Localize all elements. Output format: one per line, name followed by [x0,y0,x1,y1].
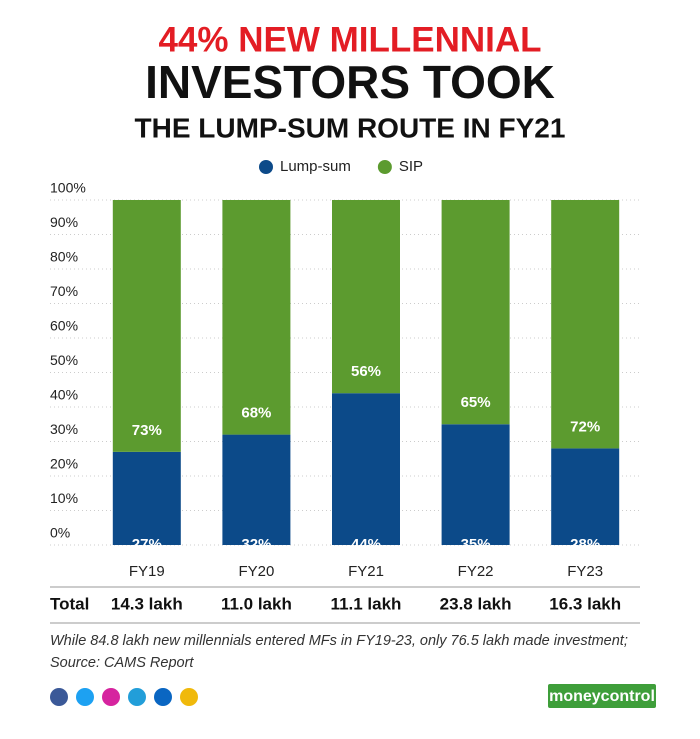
social-icons [50,688,198,706]
bar-segment [112,200,181,452]
x-tick-label: FY23 [567,563,603,580]
value-label: 44% [351,536,381,553]
y-tick-label: 40% [50,387,78,403]
total-label: 16.3 lakh [549,594,621,613]
title-line: INVESTORS TOOK [145,56,555,108]
value-label: 35% [461,536,491,553]
logo-box [548,684,656,708]
value-label: 32% [241,536,271,553]
bar-segment [551,448,620,545]
bar-segment [222,200,291,435]
value-label: 68% [241,405,271,422]
x-tick-label: FY21 [348,563,384,580]
y-tick-label: 50% [50,352,78,368]
x-tick-label: FY22 [458,563,494,580]
y-tick-label: 80% [50,249,78,265]
value-label: 28% [570,536,600,553]
y-tick-label: 20% [50,456,78,472]
x-tick-label: FY19 [129,563,165,580]
value-label: 27% [132,536,162,553]
legend-marker [259,160,273,174]
y-tick-label: 90% [50,214,78,230]
title-line: THE LUMP-SUM ROUTE IN FY21 [135,112,566,143]
title-line: 44% NEW MILLENNIAL [158,20,541,59]
value-label: 65% [461,394,491,411]
y-tick-label: 30% [50,421,78,437]
total-label: 14.3 lakh [111,594,183,613]
legend-label: SIP [399,158,423,175]
total-label: 23.8 lakh [440,594,512,613]
y-tick-label: 0% [50,525,70,541]
total-label: 11.0 lakh [221,594,292,613]
legend-marker [377,160,392,174]
x-tick-label: FY20 [238,563,274,580]
value-label: 56% [351,363,381,380]
value-label: 73% [132,422,162,439]
footnote: While 84.8 lakh new millennials entered … [50,633,628,671]
total-label: 11.1 lakh [331,594,402,613]
legend-label: Lump-sum [280,158,351,175]
bar-segment [112,451,181,545]
bar-segment [332,393,400,545]
logo: moneycontrol [549,688,655,705]
bar-segment [441,200,510,425]
y-tick-label: 60% [50,318,78,334]
totals-label: Total [50,594,89,613]
bar-segment [222,434,291,545]
bar-segment [551,200,620,449]
y-tick-label: 10% [50,490,78,506]
y-tick-label: 100% [50,180,86,196]
bar-segment [441,424,510,545]
bar-segment [332,200,400,394]
y-tick-label: 70% [50,283,78,299]
value-label: 72% [570,418,600,435]
